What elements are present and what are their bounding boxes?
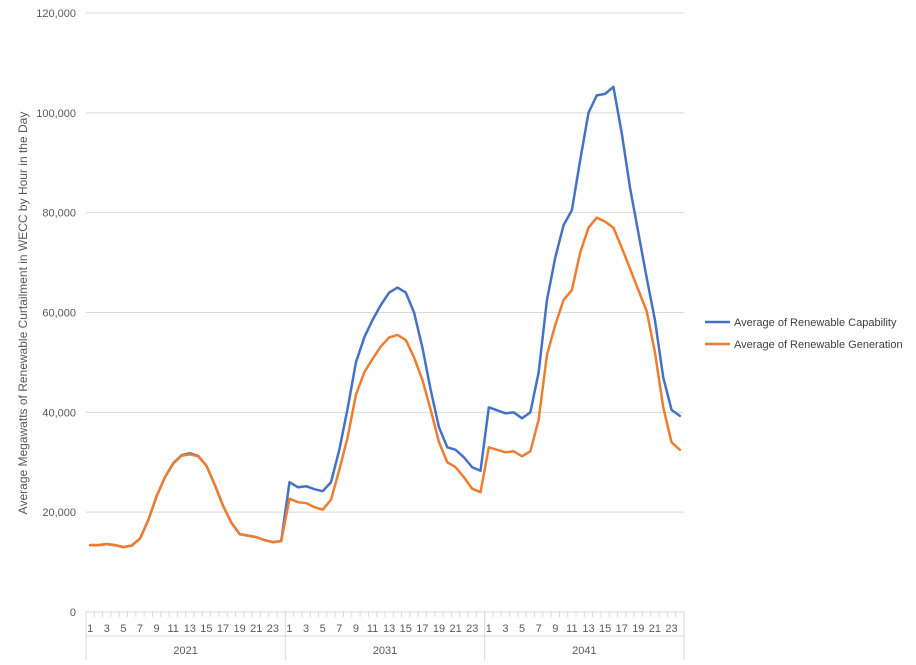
x-tick-label: 11 [167, 623, 178, 635]
legend: Average of Renewable Capability Average o… [705, 317, 903, 351]
x-tick-label: 13 [582, 623, 594, 635]
x-tick-label: 15 [400, 623, 412, 635]
y-tick-label: 20,000 [42, 507, 76, 519]
x-group-label: 2031 [373, 645, 397, 657]
x-tick-label: 3 [104, 623, 110, 635]
legend-label: Average of Renewable Capability [734, 317, 897, 329]
x-tick-label: 9 [353, 623, 359, 635]
y-axis-label: Average Megawatts of Renewable Curtailme… [16, 112, 30, 515]
series-line-capability [88, 85, 682, 549]
x-tick-label: 1 [87, 623, 93, 635]
x-tick-label: 5 [120, 623, 126, 635]
x-tick-label: 13 [383, 623, 395, 635]
x-tick-label: 3 [502, 623, 508, 635]
x-tick-label: 1 [486, 623, 492, 635]
y-tick-label: 60,000 [42, 308, 76, 320]
gridlines [86, 12, 684, 513]
x-tick-label: 17 [416, 623, 428, 635]
y-tick-label: 120,000 [36, 8, 76, 20]
x-group-label: 2021 [173, 645, 197, 657]
series-line-generation [88, 216, 682, 549]
y-tick-label: 100,000 [36, 108, 76, 120]
x-tick-label: 7 [536, 623, 542, 635]
x-tick-label: 19 [433, 623, 445, 635]
x-tick-label: 11 [367, 623, 378, 635]
x-tick-label: 19 [234, 623, 246, 635]
x-tick-label: 21 [250, 623, 262, 635]
x-tick-label: 15 [200, 623, 212, 635]
x-tick-label: 17 [616, 623, 628, 635]
x-tick-label: 23 [466, 623, 478, 635]
x-group-label: 2041 [572, 645, 596, 657]
x-tick-label: 13 [184, 623, 196, 635]
x-tick-label: 7 [137, 623, 143, 635]
x-tick-label: 19 [632, 623, 644, 635]
x-tick-label: 11 [566, 623, 577, 635]
x-tick-label: 5 [519, 623, 525, 635]
x-tick-label: 9 [552, 623, 558, 635]
series-lines [88, 85, 682, 549]
x-tick-label: 17 [217, 623, 229, 635]
x-tick-label: 23 [267, 623, 279, 635]
x-tick-label: 1 [286, 623, 292, 635]
y-tick-label: 0 [70, 607, 76, 619]
legend-label: Average of Renewable Generation [734, 339, 903, 351]
x-tick-label: 21 [449, 623, 461, 635]
x-tick-label: 7 [336, 623, 342, 635]
x-tick-label: 3 [303, 623, 309, 635]
x-tick-label: 23 [665, 623, 677, 635]
y-tick-label: 40,000 [42, 407, 76, 419]
x-tick-label: 9 [154, 623, 160, 635]
x-tick-label: 15 [599, 623, 611, 635]
y-axis-ticks: 0 20,000 40,000 60,000 80,000 100,000 120,000 [36, 8, 76, 619]
x-tick-label: 21 [649, 623, 661, 635]
y-tick-label: 80,000 [42, 208, 76, 220]
x-tick-label: 5 [320, 623, 326, 635]
